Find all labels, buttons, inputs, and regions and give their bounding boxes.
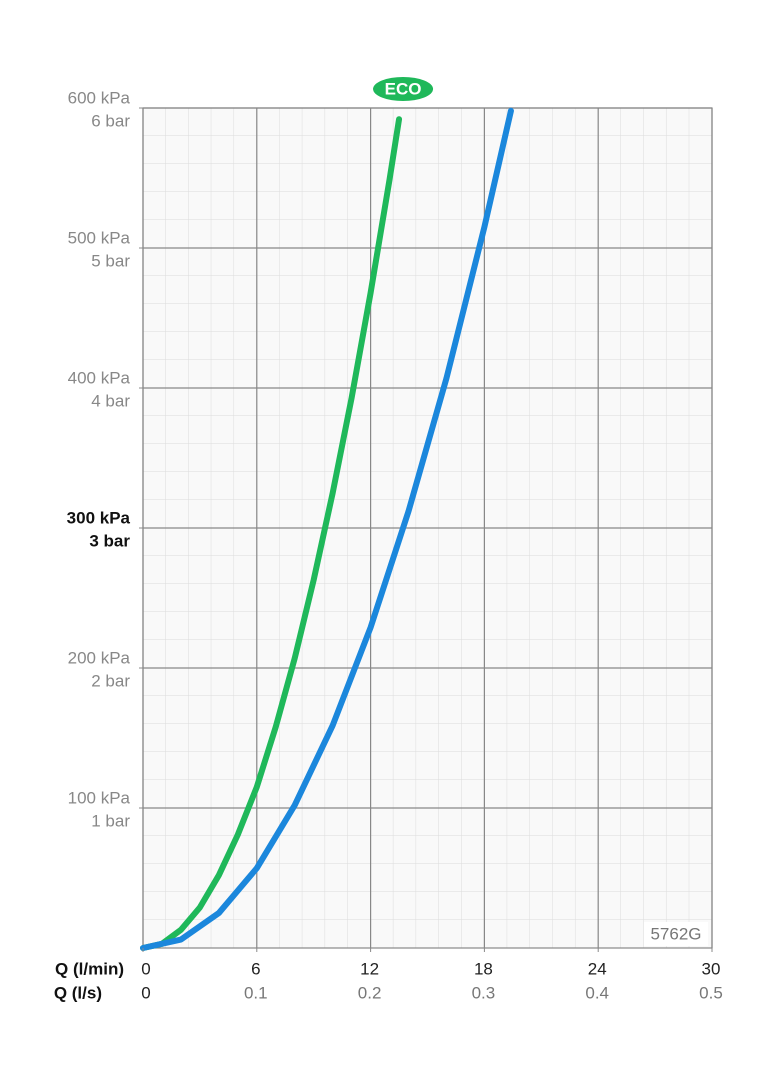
x2-tick-label: 0 [141,983,150,1002]
x-tick-label: 6 [251,959,260,978]
y-tick-label: 100 kPa [68,788,131,807]
annotation: 5762G [650,924,701,943]
x2-tick-label: 0.5 [699,983,723,1002]
y-tick-label: 500 kPa [68,228,131,247]
x-tick-label: 18 [474,959,493,978]
y-tick-label: 400 kPa [68,368,131,387]
y-tick-label: 600 kPa [68,88,131,107]
series-line [140,116,403,951]
y2-tick-label: 4 bar [91,391,130,410]
y2-tick-label: 5 bar [91,251,130,270]
y2-tick-label: 2 bar [91,671,130,690]
x-tick-label: 0 [141,959,150,978]
x-tick-label: 12 [360,959,379,978]
y-tick-label: 300 kPa [67,508,131,527]
annotation-box [644,922,708,946]
x2-tick-label: 0.4 [585,983,609,1002]
x-tick-label: 30 [702,959,721,978]
legend-label: ECO [385,79,422,98]
x-tick-label: 24 [588,959,607,978]
y-tick-label: 200 kPa [68,648,131,667]
y2-tick-label: 3 bar [89,531,130,550]
x2-tick-label: 0.3 [472,983,496,1002]
x2-axis-label: Q (l/s) [54,983,102,1002]
y2-tick-label: 1 bar [91,811,130,830]
series-line [140,107,514,951]
y2-tick-label: 6 bar [91,111,130,130]
x2-tick-label: 0.2 [358,983,382,1002]
legend-badge [373,77,434,101]
x-axis-label: Q (l/min) [55,959,124,978]
x2-tick-label: 0.1 [244,983,268,1002]
